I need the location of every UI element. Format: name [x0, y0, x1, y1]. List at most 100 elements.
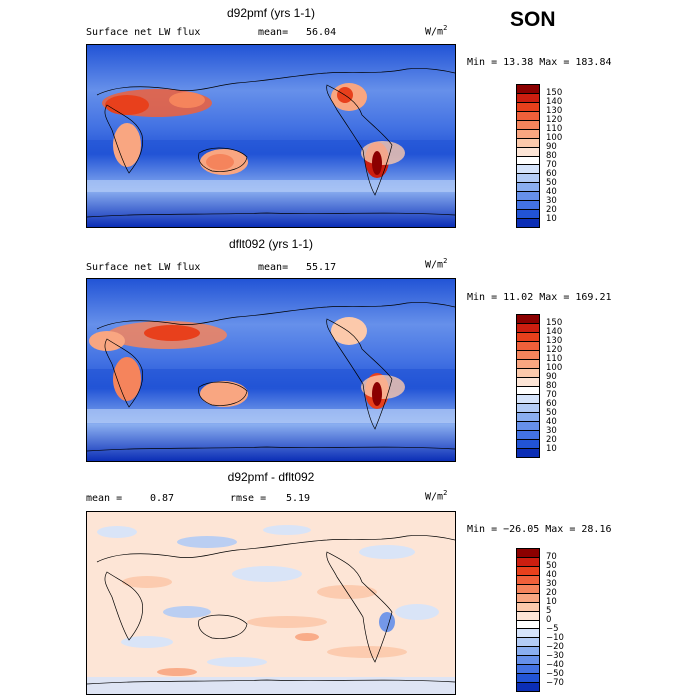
colorbar-swatch	[517, 647, 539, 657]
colorbar-tick-label: 110	[546, 354, 563, 364]
colorbar-tick-label: 30	[546, 426, 557, 436]
units-sup: 2	[443, 257, 448, 265]
panel-3-map-svg	[87, 512, 455, 694]
panel-1-colorbar	[516, 84, 540, 228]
units-text: W/m	[425, 259, 444, 271]
colorbar-swatch	[517, 341, 539, 351]
colorbar-tick-label: 30	[546, 196, 557, 206]
panel-1-mean-label: mean=	[258, 27, 289, 38]
colorbar-swatch	[517, 210, 539, 220]
units-sup: 2	[443, 24, 448, 32]
colorbar-swatch	[517, 368, 539, 378]
colorbar-tick-label: 120	[546, 115, 563, 125]
colorbar-swatch	[517, 575, 539, 585]
colorbar-swatch	[517, 638, 539, 648]
units-sup: 2	[443, 489, 448, 497]
colorbar-swatch	[517, 404, 539, 414]
colorbar-tick-label: 70	[546, 390, 557, 400]
colorbar-tick-label: 60	[546, 399, 557, 409]
colorbar-swatch	[517, 120, 539, 130]
colorbar-tick-label: 10	[546, 214, 557, 224]
colorbar-swatch	[517, 350, 539, 360]
colorbar-tick-label: 40	[546, 417, 557, 427]
colorbar-tick-label: 80	[546, 381, 557, 391]
panel-2-minmax: Min = 11.02 Max = 169.21	[467, 292, 612, 303]
panel-1-minmax: Min = 13.38 Max = 183.84	[467, 57, 612, 68]
panel-1-map	[86, 44, 456, 228]
colorbar-tick-label: 0	[546, 615, 552, 625]
colorbar-swatch	[517, 431, 539, 441]
colorbar-swatch	[517, 165, 539, 175]
colorbar-tick-label: 100	[546, 133, 563, 143]
colorbar-swatch	[517, 102, 539, 112]
panel-2-variable-label: Surface net LW flux	[86, 262, 201, 273]
colorbar-swatch	[517, 602, 539, 612]
colorbar-swatch	[517, 584, 539, 594]
colorbar-swatch	[517, 359, 539, 369]
colorbar-swatch	[517, 192, 539, 202]
colorbar-tick-label: 90	[546, 372, 557, 382]
colorbar-swatch	[517, 656, 539, 666]
panel-3-mean-label: mean =	[86, 493, 123, 504]
colorbar-swatch	[517, 395, 539, 405]
colorbar-tick-label: 70	[546, 552, 557, 562]
panel-3-minmax: Min = −26.05 Max = 28.16	[467, 524, 612, 535]
colorbar-tick-label: −70	[546, 678, 564, 688]
colorbar-tick-label: 150	[546, 318, 563, 328]
panel-3-colorbar-ticks: 70 50 40 30 20 10 5 0 −5 −10 −20 −30 −40 −50 −70	[546, 548, 586, 692]
colorbar-swatch	[517, 93, 539, 103]
colorbar-tick-label: −40	[546, 660, 564, 670]
colorbar-tick-label: 120	[546, 345, 563, 355]
panel-2-mean-label: mean=	[258, 262, 289, 273]
colorbar-tick-label: 30	[546, 579, 557, 589]
panel-3-title: d92pmf - dflt092	[227, 470, 315, 484]
colorbar-tick-label: 50	[546, 178, 557, 188]
panel-2-title: dflt092 (yrs 1-1)	[228, 237, 314, 251]
units-text: W/m	[425, 491, 444, 503]
colorbar-swatch	[517, 156, 539, 166]
colorbar-swatch	[517, 449, 539, 457]
panel-1-units: W/m2	[425, 24, 447, 37]
panel-2-map	[86, 278, 456, 462]
panel-3-units: W/m2	[425, 489, 447, 502]
colorbar-swatch	[517, 593, 539, 603]
colorbar-swatch	[517, 549, 539, 558]
colorbar-tick-label: 130	[546, 106, 563, 116]
colorbar-swatch	[517, 620, 539, 630]
colorbar-tick-label: −50	[546, 669, 564, 679]
colorbar-swatch	[517, 557, 539, 567]
colorbar-swatch	[517, 147, 539, 157]
colorbar-swatch	[517, 440, 539, 450]
panel-2-colorbar	[516, 314, 540, 458]
colorbar-swatch	[517, 323, 539, 333]
panel-1-map-svg	[87, 45, 455, 227]
colorbar-tick-label: 10	[546, 444, 557, 454]
panel-2-mean-value: 55.17	[306, 262, 337, 273]
colorbar-tick-label: −10	[546, 633, 564, 643]
colorbar-swatch	[517, 422, 539, 432]
colorbar-tick-label: 20	[546, 205, 557, 215]
colorbar-tick-label: 150	[546, 88, 563, 98]
colorbar-swatch	[517, 674, 539, 684]
colorbar-swatch	[517, 129, 539, 139]
panel-3-mean-value: 0.87	[150, 493, 175, 504]
colorbar-tick-label: −30	[546, 651, 564, 661]
colorbar-tick-label: 40	[546, 187, 557, 197]
colorbar-tick-label: 5	[546, 606, 552, 616]
colorbar-swatch	[517, 683, 539, 691]
colorbar-swatch	[517, 315, 539, 324]
colorbar-tick-label: 130	[546, 336, 563, 346]
colorbar-tick-label: 100	[546, 363, 563, 373]
panel-2-colorbar-ticks: 150 140 130 120 110 100 90 80 70 60 50 40 30 20 10	[546, 314, 586, 458]
colorbar-tick-label: 20	[546, 588, 557, 598]
panel-3-rmse-label: rmse =	[230, 493, 267, 504]
colorbar-tick-label: 90	[546, 142, 557, 152]
panel-1-variable-label: Surface net LW flux	[86, 27, 201, 38]
colorbar-tick-label: −5	[546, 624, 559, 634]
colorbar-swatch	[517, 377, 539, 387]
colorbar-swatch	[517, 174, 539, 184]
colorbar-tick-label: 20	[546, 435, 557, 445]
colorbar-swatch	[517, 201, 539, 211]
colorbar-swatch	[517, 629, 539, 639]
colorbar-swatch	[517, 183, 539, 193]
